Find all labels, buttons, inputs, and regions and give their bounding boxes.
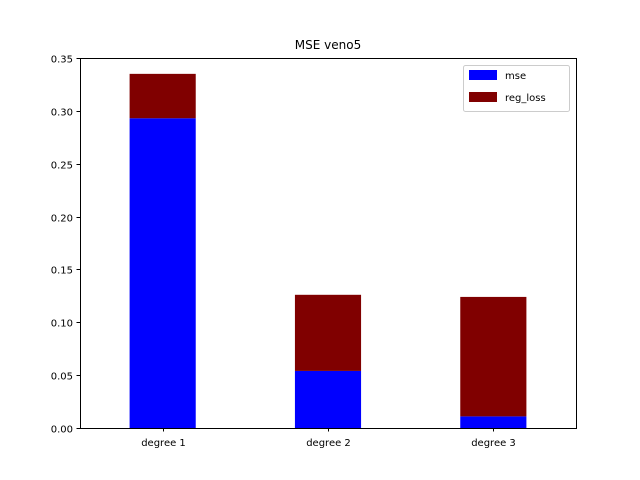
y-tick-label: 0.20 bbox=[51, 214, 73, 225]
bar-mse-1 bbox=[129, 118, 196, 428]
y-tick-label: 0.25 bbox=[51, 161, 73, 172]
chart-title: MSE veno5 bbox=[295, 38, 361, 52]
x-tick-label: degree 2 bbox=[306, 438, 351, 449]
legend-label-mse: mse bbox=[505, 71, 526, 82]
y-tick-label: 0.30 bbox=[51, 108, 73, 119]
y-tick-label: 0.35 bbox=[51, 55, 73, 66]
plot-frame bbox=[80, 58, 577, 429]
y-tick-label: 0.05 bbox=[51, 372, 73, 383]
legend: mse reg_loss bbox=[463, 65, 570, 112]
legend-label-reg_loss: reg_loss bbox=[505, 93, 546, 104]
legend-swatch-mse bbox=[469, 70, 497, 80]
x-tick-label: degree 3 bbox=[471, 438, 516, 449]
bars-layer bbox=[129, 73, 527, 428]
x-tick-label: degree 1 bbox=[141, 438, 186, 449]
bar-mse-2 bbox=[294, 370, 362, 428]
bar-reg_loss-1 bbox=[129, 73, 196, 119]
bar-reg_loss-3 bbox=[460, 296, 527, 417]
legend-swatch-reg_loss bbox=[469, 92, 497, 102]
y-tick-label: 0.10 bbox=[51, 319, 73, 330]
y-tick-label: 0.00 bbox=[51, 425, 73, 436]
bar-reg_loss-2 bbox=[294, 294, 362, 371]
y-axis: 0.00 0.05 0.10 0.15 0.20 0.25 0.30 0.35 bbox=[51, 55, 80, 436]
y-tick-label: 0.15 bbox=[51, 266, 73, 277]
bar-mse-3 bbox=[460, 416, 527, 428]
